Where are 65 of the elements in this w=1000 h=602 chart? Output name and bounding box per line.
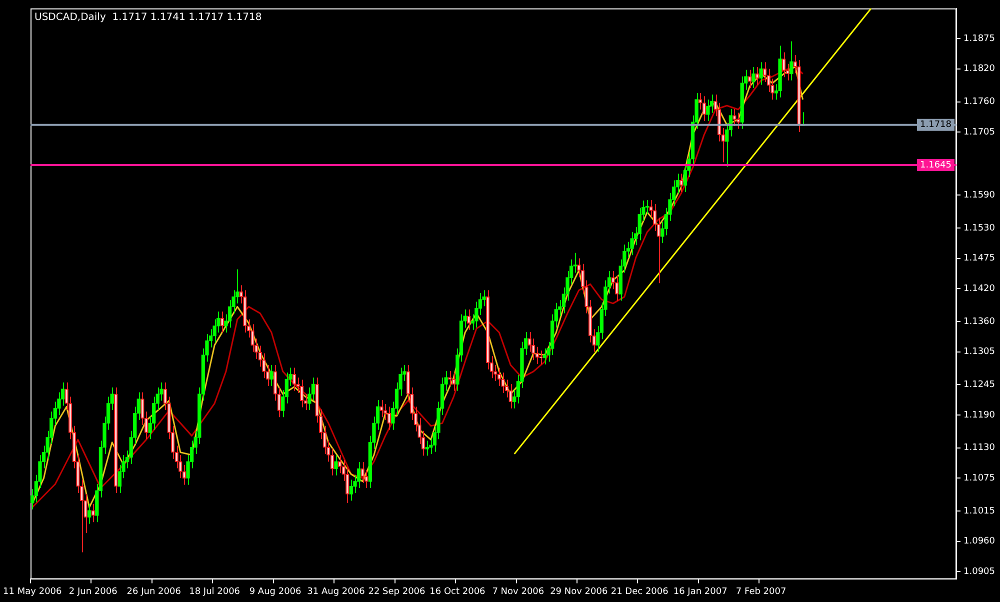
candlestick bbox=[539, 350, 543, 365]
x-tick-label: 7 Feb 2007 bbox=[736, 586, 786, 597]
y-tick-label: 1.1360 bbox=[964, 316, 996, 327]
y-tick-label: 1.1760 bbox=[964, 97, 996, 108]
candlestick bbox=[360, 462, 364, 484]
x-tick-label: 2 Jun 2006 bbox=[68, 586, 118, 597]
candlestick bbox=[300, 379, 304, 408]
y-tick-label: 1.1015 bbox=[964, 506, 996, 516]
x-tick-label: 26 Jun 2006 bbox=[126, 586, 182, 597]
candlestick bbox=[250, 324, 254, 352]
candlestick bbox=[88, 503, 92, 524]
x-tick-label: 9 Aug 2006 bbox=[249, 586, 302, 597]
candlestick bbox=[349, 479, 354, 502]
y-tick-label: 1.1305 bbox=[964, 347, 996, 358]
x-tick-label: 16 Jan 2007 bbox=[673, 586, 728, 597]
candlestick bbox=[752, 66, 756, 89]
y-tick-label: 1.1475 bbox=[964, 254, 996, 264]
candlestick bbox=[528, 331, 532, 352]
y-tick-label: 1.1875 bbox=[964, 34, 996, 44]
y-tick-label: 1.0960 bbox=[964, 536, 996, 547]
candlestick bbox=[630, 231, 634, 256]
y-tick-label: 1.1590 bbox=[964, 190, 996, 201]
candlestick bbox=[732, 108, 736, 126]
y-tick-label: 1.0905 bbox=[964, 566, 996, 577]
y-tick-label: 1.1245 bbox=[964, 380, 996, 390]
x-tick-label: 16 Oct 2006 bbox=[430, 586, 486, 597]
candlestick bbox=[356, 462, 361, 489]
candlestick bbox=[91, 503, 95, 523]
x-tick-label: 11 May 2006 bbox=[3, 586, 62, 597]
x-tick-label: 22 Sep 2006 bbox=[368, 586, 426, 597]
candlestick bbox=[759, 62, 763, 86]
candlestick bbox=[380, 400, 384, 418]
x-tick-label: 7 Nov 2006 bbox=[492, 586, 544, 597]
y-tick-label: 1.1705 bbox=[964, 127, 996, 138]
candlestick bbox=[755, 66, 760, 86]
candlestick bbox=[790, 40, 794, 81]
y-tick-label: 1.1130 bbox=[964, 443, 996, 454]
candlestick bbox=[763, 62, 767, 83]
ref-line-label: 1.1718 bbox=[920, 120, 952, 130]
candlestick bbox=[228, 300, 232, 328]
candlestick bbox=[706, 99, 710, 122]
x-tick-label: 18 Jul 2006 bbox=[189, 586, 240, 597]
candlestick bbox=[220, 311, 224, 334]
x-tick-label: 29 Nov 2006 bbox=[550, 586, 608, 597]
y-tick-label: 1.1820 bbox=[964, 64, 996, 74]
candlestick bbox=[702, 96, 706, 122]
x-tick-label: 21 Dec 2006 bbox=[610, 586, 669, 597]
y-tick-label: 1.1075 bbox=[964, 473, 996, 484]
candlestick bbox=[748, 69, 752, 89]
candlestick bbox=[425, 440, 429, 456]
candlestick bbox=[542, 348, 547, 365]
candlestick bbox=[736, 112, 740, 130]
candlestick bbox=[615, 275, 619, 302]
candlestick bbox=[270, 364, 274, 386]
candlestick bbox=[384, 403, 388, 420]
y-tick-label: 1.1420 bbox=[964, 284, 996, 294]
candlestick bbox=[334, 454, 338, 476]
ref-line-label: 1.1645 bbox=[920, 160, 952, 170]
y-tick-label: 1.1530 bbox=[964, 223, 996, 234]
chart-title: USDCAD,Daily 1.1717 1.1741 1.1717 1.1718 bbox=[34, 12, 262, 23]
x-tick-label: 31 Aug 2006 bbox=[307, 586, 366, 597]
candlestick bbox=[467, 308, 471, 330]
candlestick bbox=[611, 270, 615, 290]
y-tick-label: 1.1190 bbox=[964, 410, 996, 420]
candlestick bbox=[782, 52, 786, 78]
